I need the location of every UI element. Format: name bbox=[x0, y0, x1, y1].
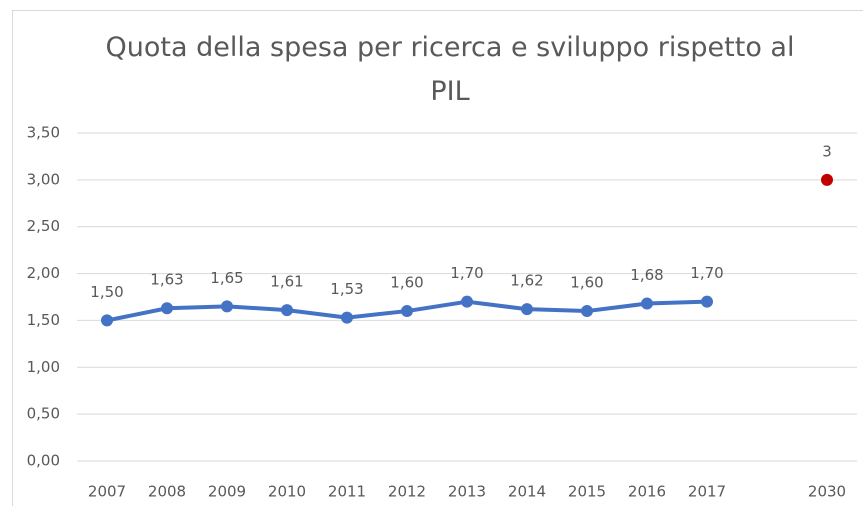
data-label: 1,65 bbox=[210, 269, 243, 287]
data-label: 1,53 bbox=[330, 280, 363, 298]
x-tick-label: 2012 bbox=[388, 483, 426, 501]
y-tick-label: 0,00 bbox=[27, 452, 60, 470]
data-label: 1,60 bbox=[390, 274, 423, 292]
data-label: 1,61 bbox=[270, 273, 303, 291]
data-label: 1,70 bbox=[690, 264, 723, 282]
marker bbox=[341, 311, 353, 324]
marker bbox=[101, 314, 113, 327]
data-label: 1,68 bbox=[630, 266, 663, 284]
data-label: 1,50 bbox=[90, 283, 123, 301]
marker bbox=[281, 304, 293, 317]
x-tick-label: 2011 bbox=[328, 483, 366, 501]
y-tick-label: 2,50 bbox=[27, 217, 60, 235]
x-tick-label: 2017 bbox=[688, 483, 726, 501]
x-tick-label: 2009 bbox=[208, 483, 246, 501]
marker bbox=[821, 173, 833, 186]
x-tick-label: 2010 bbox=[268, 483, 306, 501]
marker bbox=[461, 295, 473, 308]
chart-title: Quota della spesa per ricerca e sviluppo… bbox=[105, 32, 795, 107]
x-tick-label: 2030 bbox=[808, 483, 846, 501]
data-label: 1,70 bbox=[450, 264, 483, 282]
marker bbox=[401, 305, 413, 318]
x-tick-label: 2014 bbox=[508, 483, 546, 501]
x-tick-label: 2013 bbox=[448, 483, 486, 501]
x-tick-label: 2015 bbox=[568, 483, 606, 501]
marker bbox=[701, 295, 713, 308]
y-tick-label: 3,00 bbox=[27, 170, 60, 188]
x-tick-label: 2016 bbox=[628, 483, 666, 501]
data-label: 1,63 bbox=[150, 271, 183, 289]
marker bbox=[221, 300, 233, 313]
chart-border bbox=[12, 10, 863, 506]
marker bbox=[641, 297, 653, 310]
y-tick-label: 2,00 bbox=[27, 264, 60, 282]
x-tick-label: 2007 bbox=[88, 483, 126, 501]
y-tick-label: 1,50 bbox=[27, 311, 60, 329]
data-label: 1,60 bbox=[570, 274, 603, 292]
y-tick-label: 0,50 bbox=[27, 405, 60, 423]
x-tick-label: 2008 bbox=[148, 483, 186, 501]
data-label: 1,62 bbox=[510, 272, 543, 290]
marker bbox=[581, 305, 593, 318]
marker bbox=[161, 302, 173, 315]
data-label: 3 bbox=[822, 142, 832, 160]
marker bbox=[521, 303, 533, 316]
y-tick-label: 1,00 bbox=[27, 358, 60, 376]
y-tick-label: 3,50 bbox=[27, 124, 60, 142]
